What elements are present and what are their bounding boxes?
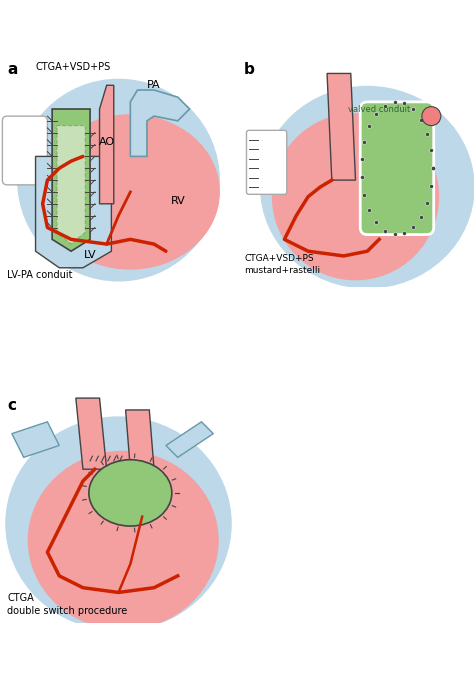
Text: RV: RV bbox=[170, 196, 185, 206]
Text: b: b bbox=[244, 62, 255, 77]
Ellipse shape bbox=[261, 87, 474, 288]
Text: CTGA+VSD+PS: CTGA+VSD+PS bbox=[36, 62, 111, 71]
Ellipse shape bbox=[42, 115, 219, 269]
Ellipse shape bbox=[6, 417, 231, 631]
Text: CTGA
double switch procedure: CTGA double switch procedure bbox=[7, 593, 128, 616]
Polygon shape bbox=[36, 156, 111, 268]
Polygon shape bbox=[327, 73, 356, 180]
FancyBboxPatch shape bbox=[246, 131, 287, 194]
Text: c: c bbox=[7, 398, 16, 413]
Polygon shape bbox=[166, 422, 213, 458]
Polygon shape bbox=[126, 410, 154, 469]
Text: CTGA+VSD+PS
mustard+rastelli: CTGA+VSD+PS mustard+rastelli bbox=[244, 254, 320, 275]
Polygon shape bbox=[57, 126, 85, 244]
Text: a: a bbox=[7, 62, 18, 77]
Ellipse shape bbox=[18, 79, 219, 281]
Polygon shape bbox=[100, 85, 114, 204]
Text: LV: LV bbox=[84, 250, 96, 260]
Text: valved conduit: valved conduit bbox=[348, 104, 410, 114]
Text: AO: AO bbox=[99, 137, 115, 147]
FancyBboxPatch shape bbox=[360, 102, 434, 235]
Polygon shape bbox=[12, 422, 59, 458]
Circle shape bbox=[422, 106, 441, 126]
Polygon shape bbox=[76, 398, 107, 469]
Polygon shape bbox=[130, 90, 190, 156]
Ellipse shape bbox=[89, 460, 172, 526]
Ellipse shape bbox=[273, 114, 438, 280]
Text: LV-PA conduit: LV-PA conduit bbox=[7, 270, 73, 280]
Polygon shape bbox=[52, 109, 90, 251]
FancyBboxPatch shape bbox=[2, 116, 47, 185]
Ellipse shape bbox=[28, 452, 218, 629]
Text: PA: PA bbox=[147, 80, 161, 90]
